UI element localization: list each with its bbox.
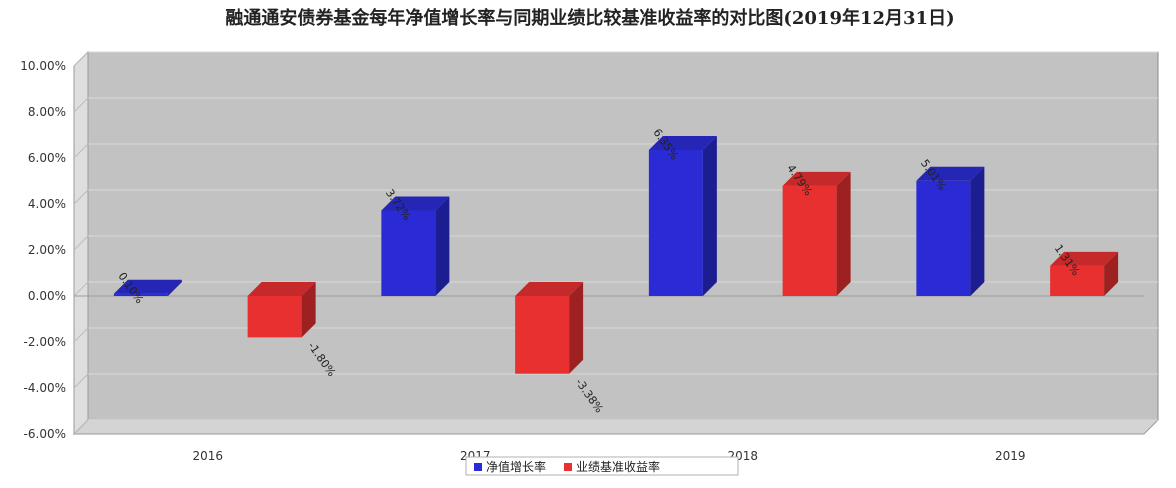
bar-side xyxy=(970,166,985,296)
bar xyxy=(247,282,316,338)
bar-top xyxy=(113,279,182,294)
bar-top xyxy=(1050,251,1119,266)
chart-title: 融通通安债券基金每年净值增长率与同期业绩比较基准收益率的对比图(2019年12月… xyxy=(225,7,954,29)
bar-front xyxy=(1050,265,1105,296)
bar xyxy=(113,279,182,296)
y-tick-label: 0.00% xyxy=(28,289,66,303)
y-tick-label: 2.00% xyxy=(28,243,66,257)
legend-label: 业绩基准收益率 xyxy=(576,459,660,474)
bar-front xyxy=(113,293,168,296)
bar-top xyxy=(916,166,985,181)
y-tick-label: -6.00% xyxy=(24,427,66,441)
gridline-side xyxy=(73,51,89,67)
y-tick-label: 6.00% xyxy=(28,151,66,165)
bar xyxy=(381,196,450,296)
bar-front xyxy=(782,185,837,296)
y-tick-label: 8.00% xyxy=(28,105,66,119)
bar-top xyxy=(648,135,717,150)
bar xyxy=(1050,251,1119,296)
gridline-side xyxy=(73,97,89,113)
bar-side xyxy=(1104,251,1119,296)
bar-front xyxy=(247,296,302,338)
gridline-side xyxy=(73,189,89,205)
bar-top xyxy=(381,196,450,211)
legend-swatch xyxy=(474,463,482,471)
legend-label: 净值增长率 xyxy=(486,459,546,474)
y-tick-label: 10.00% xyxy=(20,59,66,73)
plot-floor xyxy=(72,419,1160,435)
y-tick-label: -2.00% xyxy=(24,335,66,349)
legend-box xyxy=(465,456,739,476)
bar-top xyxy=(247,282,316,296)
bar xyxy=(916,166,985,296)
gridline-side xyxy=(73,419,89,435)
y-tick-label: 4.00% xyxy=(28,197,66,211)
bar-front xyxy=(381,210,436,296)
bar-top xyxy=(782,171,851,186)
bar-front xyxy=(648,149,703,296)
bar-front xyxy=(916,180,971,296)
bar-side xyxy=(301,282,316,338)
legend: 净值增长率 业绩基准收益率 xyxy=(465,456,739,476)
gridline-side xyxy=(73,235,89,251)
y-tick-label: -4.00% xyxy=(24,381,66,395)
bar xyxy=(782,171,851,296)
bar xyxy=(648,135,717,296)
bar-side xyxy=(836,171,851,296)
gridline-side xyxy=(73,327,89,343)
bar-top xyxy=(515,282,584,296)
gridline-side xyxy=(73,281,89,297)
bar-side xyxy=(435,196,450,296)
bar-front xyxy=(515,296,570,374)
bar-side xyxy=(702,135,717,296)
gridline-side xyxy=(73,373,89,389)
bar-side xyxy=(569,282,584,374)
x-tick-label: 2016 xyxy=(192,449,223,463)
x-tick-label: 2019 xyxy=(995,449,1026,463)
bar xyxy=(515,282,584,374)
bar-side xyxy=(167,279,182,296)
legend-swatch xyxy=(564,463,572,471)
gridline-side xyxy=(73,143,89,159)
